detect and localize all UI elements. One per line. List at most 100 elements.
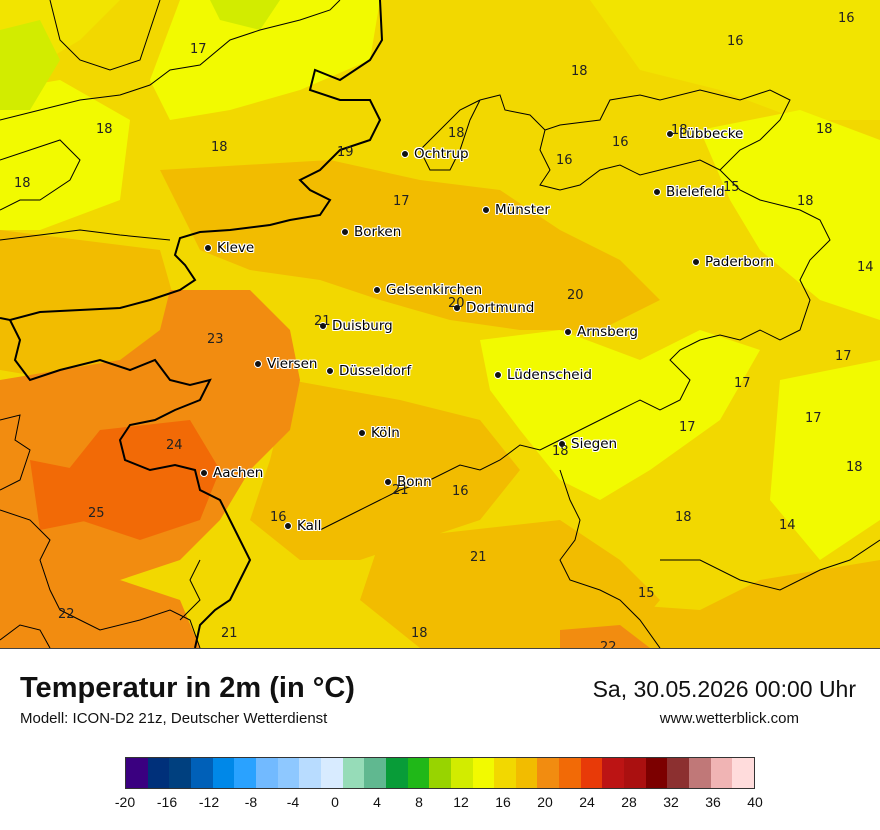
city-name: Duisburg xyxy=(332,318,393,334)
temperature-value: 15 xyxy=(638,586,655,601)
temperature-value: 18 xyxy=(14,176,31,191)
legend-tick-label: 20 xyxy=(537,794,553,810)
legend-swatch xyxy=(320,758,343,788)
legend-swatch xyxy=(126,758,148,788)
city-marker: Düsseldorf xyxy=(326,363,411,379)
legend-swatch xyxy=(494,758,516,788)
temperature-value: 18 xyxy=(96,122,113,137)
temperature-field xyxy=(0,0,880,648)
legend-tick-label: -8 xyxy=(244,794,258,810)
temperature-value: 15 xyxy=(723,180,740,195)
temperature-value: 17 xyxy=(835,349,852,364)
legend-swatch xyxy=(710,758,733,788)
legend-tick-label: -16 xyxy=(156,794,178,810)
city-marker: Münster xyxy=(482,202,550,218)
temperature-value: 21 xyxy=(392,483,409,498)
legend-tick-label: 4 xyxy=(373,794,381,810)
legend-swatch xyxy=(147,758,170,788)
city-marker: Ochtrup xyxy=(401,146,469,162)
city-marker: Dortmund xyxy=(453,300,534,316)
legend-tick-label: 36 xyxy=(705,794,721,810)
city-marker: Arnsberg xyxy=(564,324,638,340)
city-dot xyxy=(494,371,502,379)
legend-swatch xyxy=(559,758,581,788)
legend-tick-label: 28 xyxy=(621,794,637,810)
temperature-value: 25 xyxy=(88,506,105,521)
temperature-value: 17 xyxy=(393,194,410,209)
temperature-value: 16 xyxy=(270,510,287,525)
city-dot xyxy=(358,429,366,437)
temperature-map: Ochtrup Lübbecke Bielefeld Münster Borken Kle… xyxy=(0,0,880,649)
map-title: Temperatur in 2m (in °C) xyxy=(20,672,355,704)
city-dot xyxy=(254,360,262,368)
city-dot xyxy=(564,328,572,336)
legend-swatch xyxy=(342,758,365,788)
forecast-datetime: Sa, 30.05.2026 00:00 Uhr xyxy=(592,676,856,702)
legend-tick-label: -20 xyxy=(114,794,136,810)
legend-swatch xyxy=(190,758,213,788)
temperature-value: 19 xyxy=(337,145,354,160)
legend-tick-label: 16 xyxy=(495,794,511,810)
city-name: Lübbecke xyxy=(679,126,744,142)
legend-swatch xyxy=(689,758,711,788)
temperature-value: 17 xyxy=(679,420,696,435)
color-scale-legend xyxy=(125,757,755,789)
legend-swatch xyxy=(537,758,560,788)
city-dot xyxy=(692,258,700,266)
legend-swatch xyxy=(732,758,755,788)
temperature-value: 16 xyxy=(727,34,744,49)
temperature-value: 18 xyxy=(816,122,833,137)
city-dot xyxy=(326,367,334,375)
temperature-value: 17 xyxy=(734,376,751,391)
temperature-value: 18 xyxy=(571,64,588,79)
model-info: Modell: ICON-D2 21z, Deutscher Wetterdie… xyxy=(20,710,328,727)
temperature-value: 24 xyxy=(166,438,183,453)
city-name: Kall xyxy=(297,518,322,534)
temperature-value: 18 xyxy=(448,126,465,141)
city-name: Paderborn xyxy=(705,254,774,270)
city-dot xyxy=(653,188,661,196)
city-marker: Paderborn xyxy=(692,254,774,270)
city-marker: Bonn xyxy=(384,474,432,490)
city-marker: Lüdenscheid xyxy=(494,367,592,383)
temperature-value: 18 xyxy=(552,444,569,459)
temperature-value: 17 xyxy=(805,411,822,426)
city-name: Düsseldorf xyxy=(339,363,412,379)
city-dot xyxy=(204,244,212,252)
city-name: Siegen xyxy=(571,436,618,452)
city-name: Dortmund xyxy=(466,300,535,316)
city-name: Kleve xyxy=(217,240,255,256)
legend-swatch xyxy=(255,758,278,788)
legend-swatch xyxy=(212,758,235,788)
city-marker: Kleve xyxy=(204,240,254,256)
legend-tick-label: 8 xyxy=(415,794,423,810)
city-dot xyxy=(319,322,327,330)
temperature-value: 18 xyxy=(211,140,228,155)
city-name: Bielefeld xyxy=(666,184,725,200)
city-name: Ochtrup xyxy=(414,146,469,162)
legend-swatch xyxy=(667,758,690,788)
legend-swatch xyxy=(429,758,451,788)
temperature-value: 20 xyxy=(448,296,465,311)
temperature-value: 16 xyxy=(612,135,629,150)
city-dot xyxy=(666,130,674,138)
city-marker: Viersen xyxy=(254,356,317,372)
temperature-value: 20 xyxy=(567,288,584,303)
city-marker: Borken xyxy=(341,224,401,240)
legend-swatch xyxy=(624,758,646,788)
city-dot xyxy=(341,228,349,236)
temperature-value: 18 xyxy=(797,194,814,209)
legend-swatch xyxy=(515,758,538,788)
legend-swatch xyxy=(299,758,321,788)
website-link[interactable]: www.wetterblick.com xyxy=(659,710,799,727)
city-dot xyxy=(453,304,461,312)
temperature-value: 17 xyxy=(190,42,207,57)
legend-swatch xyxy=(645,758,668,788)
city-marker: Köln xyxy=(358,425,400,441)
legend-swatch xyxy=(234,758,256,788)
city-dot xyxy=(558,440,566,448)
legend-swatch xyxy=(385,758,408,788)
temperature-value: 22 xyxy=(58,607,75,622)
city-marker: Gelsenkirchen xyxy=(373,282,482,298)
city-marker: Kall xyxy=(284,518,321,534)
